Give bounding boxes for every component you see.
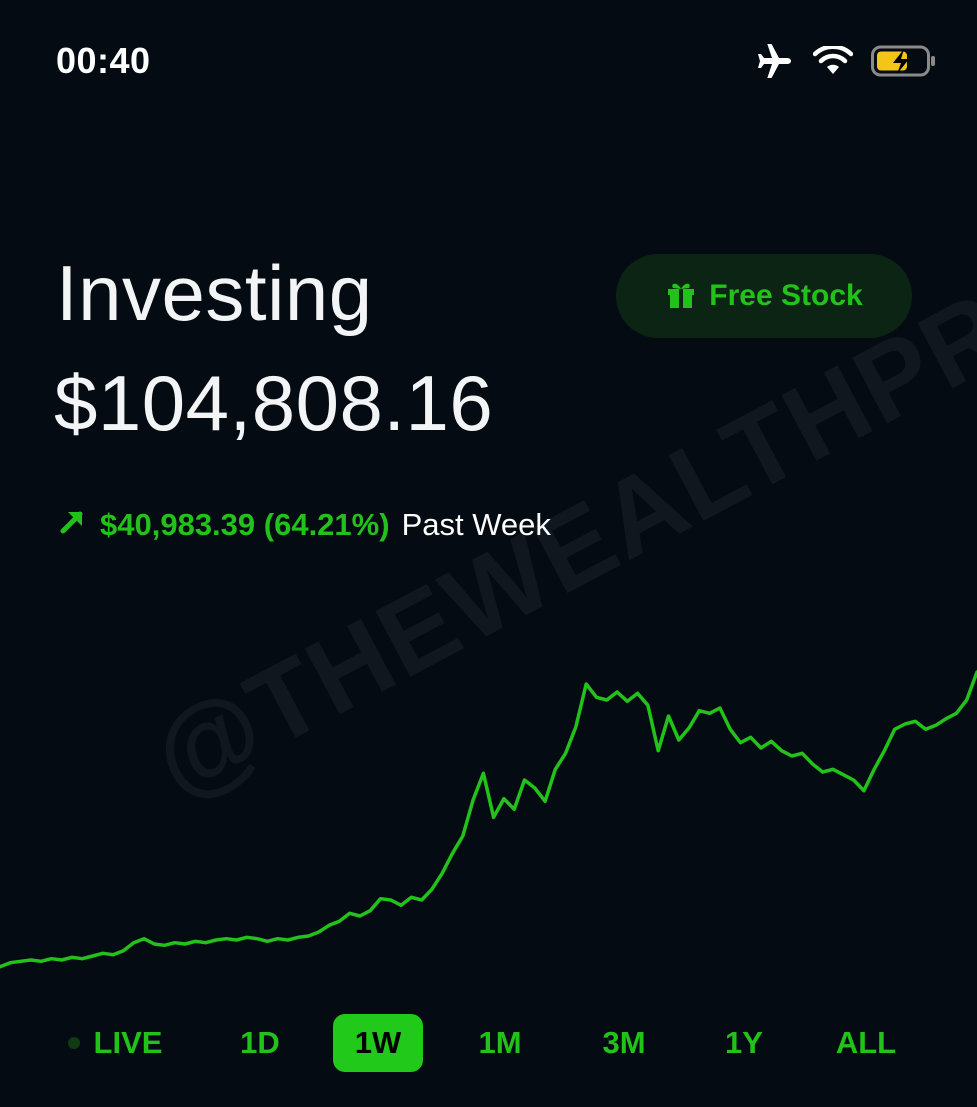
change-period: Past Week bbox=[401, 507, 551, 542]
page-title: Investing bbox=[56, 249, 373, 337]
airplane-icon bbox=[755, 44, 795, 78]
battery-charging-icon bbox=[871, 45, 937, 77]
status-icons bbox=[755, 44, 937, 78]
time-range-selector: LIVE 1D 1W 1M 3M 1Y ALL bbox=[0, 1014, 977, 1074]
gift-icon bbox=[665, 279, 697, 314]
range-1w[interactable]: 1W bbox=[333, 1014, 423, 1072]
performance-change: $40,983.39 (64.21%) Past Week bbox=[58, 506, 551, 544]
live-dot-icon bbox=[67, 1037, 80, 1049]
series-line bbox=[0, 670, 977, 969]
range-1y[interactable]: 1Y bbox=[704, 1014, 784, 1072]
change-amount: $40,983.39 (64.21%) bbox=[100, 507, 390, 542]
range-label: 1Y bbox=[725, 1025, 763, 1060]
arrow-up-right-icon bbox=[58, 506, 88, 544]
portfolio-balance: $104,808.16 bbox=[54, 359, 494, 447]
range-live[interactable]: LIVE bbox=[60, 1014, 170, 1072]
range-label: 3M bbox=[602, 1025, 646, 1060]
portfolio-chart[interactable] bbox=[0, 660, 977, 980]
range-1m[interactable]: 1M bbox=[460, 1014, 540, 1072]
range-label: 1W bbox=[354, 1025, 402, 1060]
wifi-icon bbox=[813, 46, 853, 76]
status-time: 00:40 bbox=[56, 40, 151, 81]
range-label: LIVE bbox=[93, 1025, 163, 1060]
range-label: 1D bbox=[240, 1025, 280, 1060]
range-1d[interactable]: 1D bbox=[220, 1014, 300, 1072]
range-label: ALL bbox=[835, 1025, 897, 1060]
range-3m[interactable]: 3M bbox=[584, 1014, 664, 1072]
free-stock-label: Free Stock bbox=[709, 279, 863, 312]
range-label: 1M bbox=[478, 1025, 522, 1060]
free-stock-button[interactable]: Free Stock bbox=[616, 254, 912, 338]
range-all[interactable]: ALL bbox=[826, 1014, 906, 1072]
